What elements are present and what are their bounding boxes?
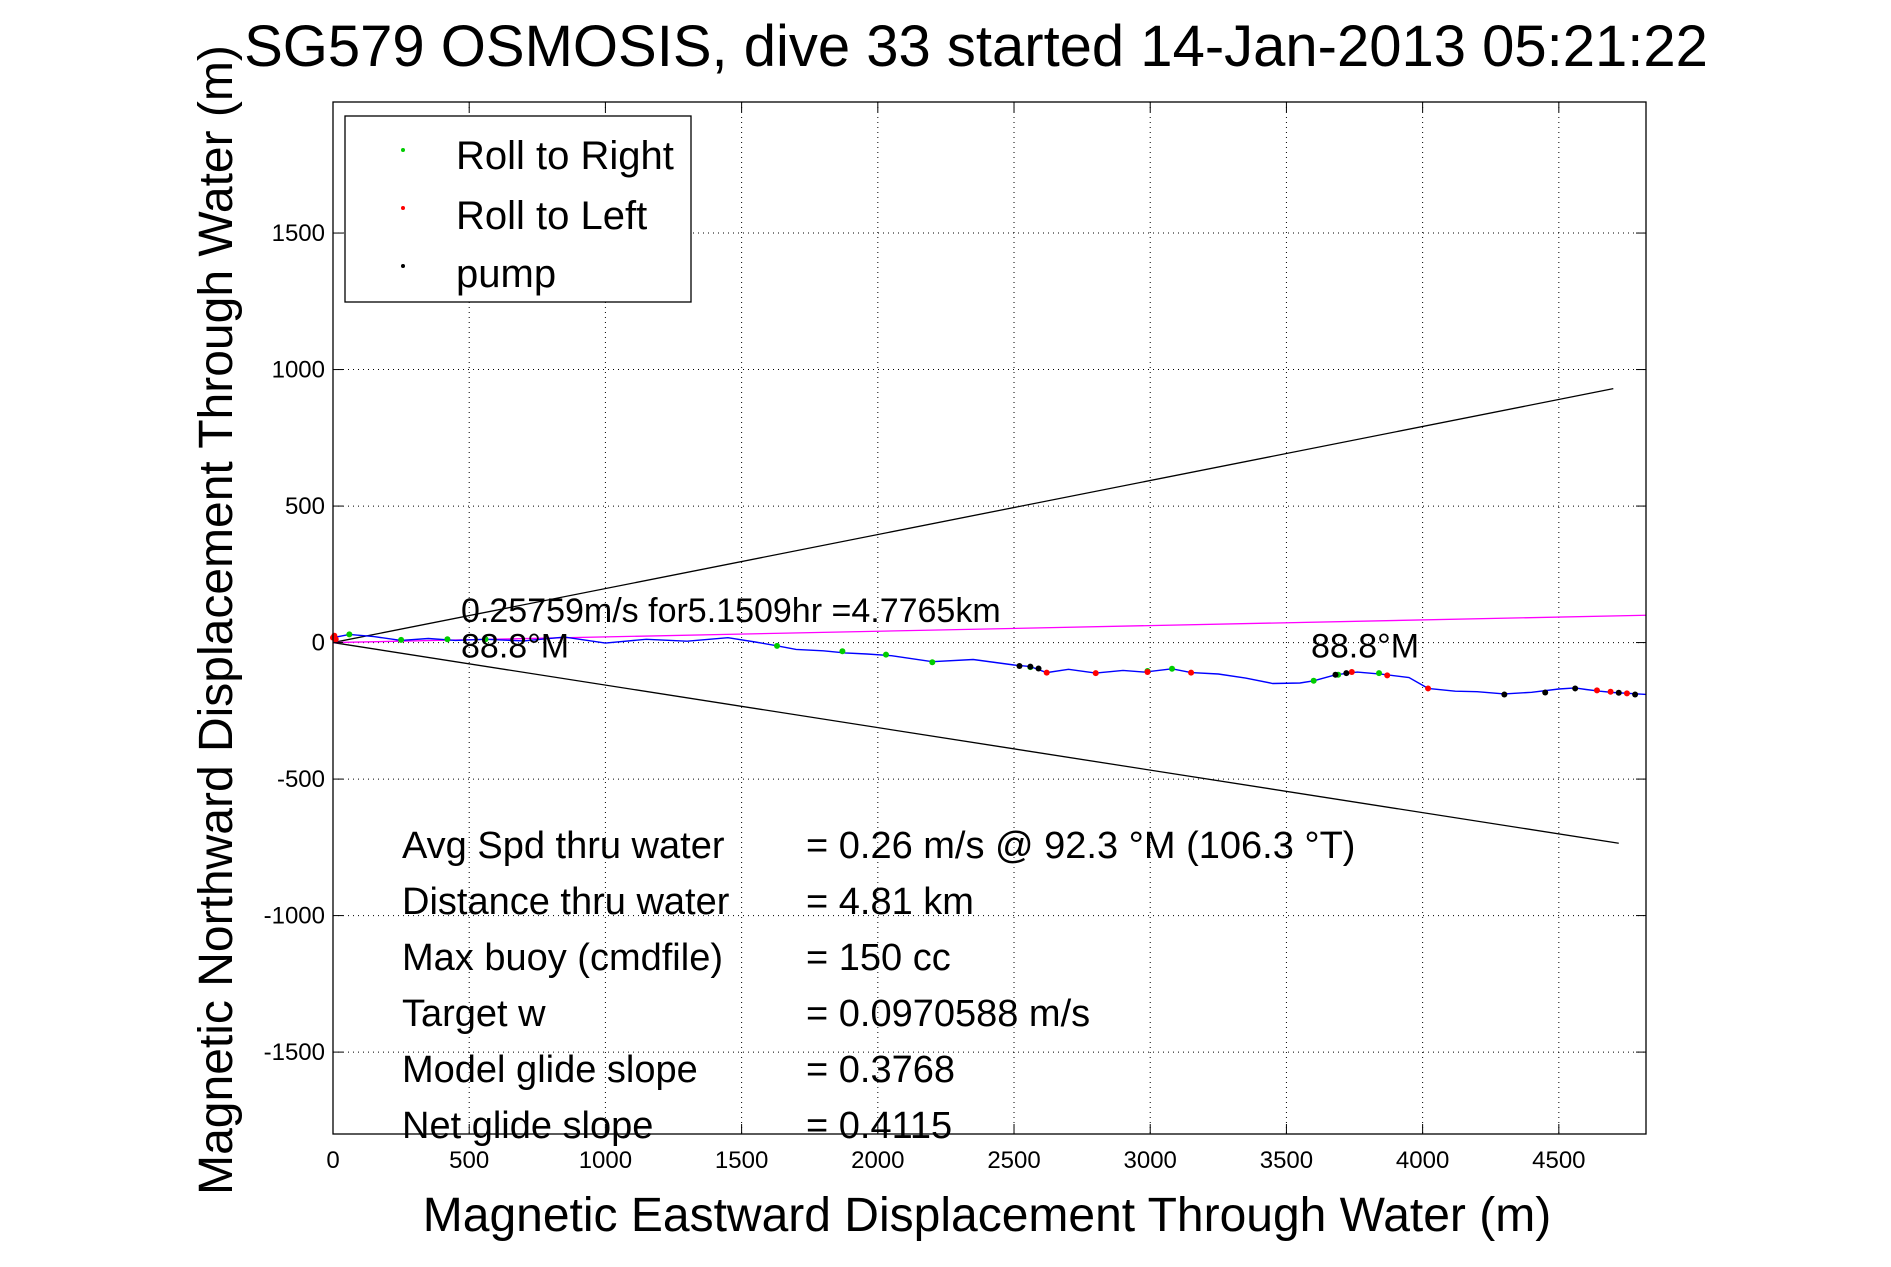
annotations: 0.25759m/s for5.1509hr =4.7765km 88.8°M …	[461, 592, 1419, 665]
roll-right-point	[839, 648, 846, 655]
roll-left-point	[1188, 669, 1195, 676]
roll-right-point	[1310, 677, 1317, 684]
stat-value: = 0.26 m/s @ 92.3 °M (106.3 °T)	[806, 825, 1355, 867]
x-tick-label: 0	[326, 1147, 339, 1174]
stats-block: Avg Spd thru water = 0.26 m/s @ 92.3 °M (…	[402, 825, 1355, 1147]
pump-point	[1035, 665, 1042, 672]
roll-left-point	[1425, 685, 1432, 692]
legend-label-roll-left: Roll to Left	[456, 194, 647, 238]
roll-left-point	[1384, 672, 1391, 679]
x-tick-label: 1000	[579, 1147, 632, 1174]
pump-point	[1027, 663, 1034, 670]
y-tick-label: 0	[312, 630, 325, 657]
roll-left-point	[1092, 670, 1099, 677]
stat-label: Target w	[402, 993, 546, 1035]
roll-right-point	[1376, 670, 1383, 677]
pump-point	[1016, 663, 1023, 670]
roll-left-point	[1593, 687, 1600, 694]
stat-label: Max buoy (cmdfile)	[402, 937, 723, 979]
roll-left-point	[332, 636, 339, 643]
roll-left-point	[1623, 690, 1630, 697]
roll-left-point	[1607, 688, 1614, 695]
roll-right-point	[929, 659, 936, 666]
pump-point	[1343, 670, 1350, 677]
roll-right-point	[1169, 665, 1176, 672]
roll-right-point	[398, 636, 405, 643]
roll-right-point	[882, 651, 889, 658]
y-axis-label: Magnetic Northward Displacement Through …	[190, 45, 243, 1195]
x-tick-label: 2500	[987, 1147, 1040, 1174]
y-tick-label: -1500	[264, 1039, 325, 1066]
plot-data	[330, 388, 1647, 844]
stat-label: Net glide slope	[402, 1105, 653, 1147]
roll-right-point	[444, 636, 451, 643]
roll-left-point	[1144, 669, 1151, 676]
axis-ticks: 0 500 1000 1500 2000 2500 3000 3500 4000 4500 -150…	[264, 102, 1646, 1174]
stat-value: = 0.0970588 m/s	[806, 993, 1090, 1035]
x-tick-label: 2000	[851, 1147, 904, 1174]
stat-label: Model glide slope	[402, 1049, 698, 1091]
stat-value: = 0.3768	[806, 1049, 955, 1091]
x-tick-label: 3500	[1260, 1147, 1313, 1174]
pump-point	[1632, 691, 1639, 698]
chart-title: SG579 OSMOSIS, dive 33 started 14-Jan-20…	[244, 14, 1708, 79]
stat-label: Avg Spd thru water	[402, 825, 725, 867]
legend-label-pump: pump	[456, 252, 556, 296]
legend: Roll to Right Roll to Left pump	[344, 115, 692, 303]
y-tick-label: 1000	[272, 357, 325, 384]
pump-point	[1542, 689, 1549, 696]
pump-point	[1572, 685, 1579, 692]
pump-point	[1615, 689, 1622, 696]
track-series-line	[332, 633, 1647, 696]
legend-marker-roll-left	[401, 206, 405, 210]
x-tick-label: 500	[449, 1147, 489, 1174]
legend-label-roll-right: Roll to Right	[456, 134, 674, 178]
x-tick-label: 4500	[1532, 1147, 1585, 1174]
heading-annotation-1: 88.8°M	[461, 628, 569, 666]
pump-point	[1332, 671, 1339, 678]
speed-annotation: 0.25759m/s for5.1509hr =4.7765km	[461, 592, 1001, 630]
heading-annotation-2: 88.8°M	[1311, 628, 1419, 666]
stat-label: Distance thru water	[402, 881, 730, 923]
lower-bound-line	[332, 641, 1619, 844]
x-tick-label: 3000	[1124, 1147, 1177, 1174]
y-tick-label: -500	[277, 766, 325, 793]
y-tick-label: 500	[285, 493, 325, 520]
upper-bound-line	[332, 388, 1614, 644]
x-tick-label: 1500	[715, 1147, 768, 1174]
roll-right-point	[346, 631, 353, 638]
plot-frame	[332, 101, 1647, 1135]
pump-point	[1501, 691, 1508, 698]
stat-value: = 150 cc	[806, 937, 951, 979]
stat-value: = 4.81 km	[806, 881, 974, 923]
roll-left-point	[1043, 669, 1050, 676]
roll-right-point	[482, 636, 489, 643]
stat-value: = 0.4115	[806, 1105, 952, 1147]
y-tick-label: 1500	[272, 220, 325, 247]
legend-marker-pump	[401, 264, 405, 268]
roll-left-point	[1348, 669, 1355, 676]
y-tick-label: -1000	[264, 903, 325, 930]
x-tick-label: 4000	[1396, 1147, 1449, 1174]
roll-right-point	[774, 642, 781, 649]
x-axis-label: Magnetic Eastward Displacement Through W…	[423, 1189, 1551, 1242]
legend-marker-roll-right	[401, 148, 405, 152]
